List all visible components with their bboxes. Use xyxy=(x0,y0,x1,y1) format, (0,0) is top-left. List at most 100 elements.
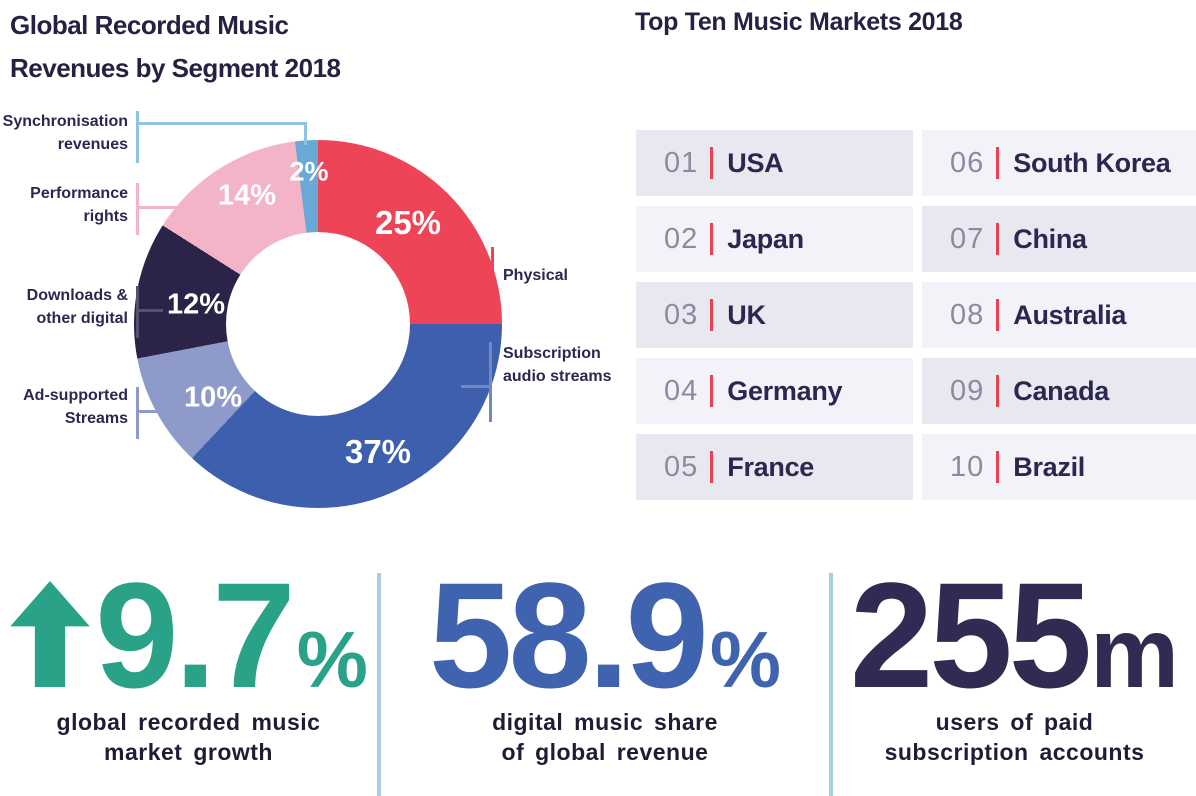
markets-table: 01 USA 02 Japan 03 UK 04 Germany 05 Fran… xyxy=(636,130,1196,500)
market-row-australia: 08 Australia xyxy=(922,282,1196,348)
segment-label-synchronisation: Synchronisation revenues xyxy=(0,110,128,156)
market-row-germany: 04 Germany xyxy=(636,358,913,424)
segment-label-adsupported-line2: Streams xyxy=(64,410,128,428)
market-rank: 06 xyxy=(950,146,985,179)
pct-label-performance: 14% xyxy=(217,179,277,212)
segment-label-performance: Performance rights xyxy=(0,182,128,228)
market-rank: 01 xyxy=(664,146,699,179)
segment-label-sync-line2: revenues xyxy=(57,136,128,154)
chart-title-line2: Revenues by Segment 2018 xyxy=(10,52,341,83)
market-country: UK xyxy=(727,299,766,330)
stats-divider-2 xyxy=(829,573,833,796)
market-country: USA xyxy=(727,147,784,178)
leader-subscription-tick xyxy=(489,342,492,422)
market-country: Germany xyxy=(727,375,843,406)
market-rank: 10 xyxy=(950,450,985,483)
rank-divider xyxy=(996,299,1000,331)
pct-label-adsupported: 10% xyxy=(183,381,243,414)
leader-performance-line xyxy=(136,206,187,209)
market-country: Canada xyxy=(1013,375,1109,406)
stat-caption: global recorded music market growth xyxy=(57,707,321,768)
chart-title: Global Recorded Music Revenues by Segmen… xyxy=(10,4,341,90)
stat-digital-share: 58.9 % digital music share of global rev… xyxy=(381,551,829,768)
stat-unit: % xyxy=(709,615,782,704)
rank-divider xyxy=(710,375,714,407)
stat-number: 255 m xyxy=(849,551,1179,719)
up-arrow-icon xyxy=(10,581,90,687)
market-country: Australia xyxy=(1013,299,1127,330)
segment-label-sync-line1: Synchronisation xyxy=(2,113,128,130)
segment-label-performance-line2: rights xyxy=(83,208,128,226)
market-row-france: 05 France xyxy=(636,434,913,500)
segment-label-physical: Physical xyxy=(503,267,568,284)
market-row-uk: 03 UK xyxy=(636,282,913,348)
market-country: France xyxy=(727,451,815,482)
leader-adsupported-tick xyxy=(136,387,139,439)
segment-label-adsupported: Ad-supported Streams xyxy=(0,384,128,430)
segment-label-downloads: Downloads & other digital xyxy=(0,284,128,330)
leader-subscription-line xyxy=(461,385,492,388)
stat-paid-subscriptions: 255 m users of paid subscription account… xyxy=(833,551,1196,768)
leader-physical-line xyxy=(466,273,494,276)
leader-downloads-tick xyxy=(136,286,139,338)
market-row-canada: 09 Canada xyxy=(922,358,1196,424)
leader-sync-drop xyxy=(304,122,307,145)
segment-label-adsupported-line1: Ad-supported xyxy=(23,387,128,404)
market-row-brazil: 10 Brazil xyxy=(922,434,1196,500)
segment-label-subscription-line1: Subscription xyxy=(503,345,601,362)
stat-number: 58.9 % xyxy=(428,551,782,719)
stat-value: 255 xyxy=(849,551,1092,719)
stat-caption: users of paid subscription accounts xyxy=(885,707,1145,768)
rank-divider xyxy=(710,223,714,255)
market-row-china: 07 China xyxy=(922,206,1196,272)
stat-unit: % xyxy=(296,615,368,704)
rank-divider xyxy=(710,451,714,483)
segment-label-subscription-line2: audio streams xyxy=(503,368,612,386)
pct-label-physical: 25% xyxy=(374,204,442,241)
segment-label-subscription: Subscription audio streams xyxy=(503,342,611,388)
market-country: China xyxy=(1013,223,1087,254)
rank-divider xyxy=(996,223,1000,255)
segment-label-downloads-line1: Downloads & xyxy=(26,287,128,304)
market-rank: 08 xyxy=(950,298,985,331)
rank-divider xyxy=(710,299,714,331)
leader-sync-line xyxy=(136,122,307,125)
market-country: Brazil xyxy=(1013,451,1085,482)
market-rank: 05 xyxy=(664,450,699,483)
markets-title: Top Ten Music Markets 2018 xyxy=(635,8,963,36)
rank-divider xyxy=(996,147,1000,179)
market-rank: 04 xyxy=(664,374,699,407)
market-row-usa: 01 USA xyxy=(636,130,913,196)
rank-divider xyxy=(710,147,714,179)
stat-market-growth: 9.7 % global recorded music market growt… xyxy=(0,551,377,768)
market-rank: 03 xyxy=(664,298,699,331)
stat-caption: digital music share of global revenue xyxy=(492,707,718,768)
stat-caption-line2: of global revenue xyxy=(501,739,709,766)
stat-caption-line2: subscription accounts xyxy=(884,739,1145,766)
leader-performance-tick xyxy=(136,183,139,235)
stat-caption-line1: digital music share xyxy=(492,709,718,735)
stat-caption-line1: global recorded music xyxy=(56,709,321,735)
stat-value: 9.7 xyxy=(95,551,296,719)
leader-downloads-line xyxy=(136,309,163,312)
rank-divider xyxy=(996,375,1000,407)
rank-divider xyxy=(996,451,1000,483)
leader-adsupported-line xyxy=(136,410,179,413)
pct-label-downloads: 12% xyxy=(166,288,226,321)
donut-hole xyxy=(226,232,410,416)
pct-label-sync: 2% xyxy=(289,156,329,187)
market-country: Japan xyxy=(727,223,804,254)
leader-sync-tick xyxy=(136,111,139,163)
stat-value: 58.9 xyxy=(428,551,709,719)
leader-physical-tick xyxy=(491,247,494,303)
market-rank: 02 xyxy=(664,222,699,255)
stat-caption-line2: market growth xyxy=(104,739,273,766)
market-rank: 07 xyxy=(950,222,985,255)
stats-divider-1 xyxy=(377,573,381,796)
market-country: South Korea xyxy=(1013,147,1171,178)
chart-title-line1: Global Recorded Music xyxy=(10,10,289,40)
stat-caption-line1: users of paid xyxy=(935,709,1094,735)
segment-label-downloads-line2: other digital xyxy=(36,310,128,328)
market-row-southkorea: 06 South Korea xyxy=(922,130,1196,196)
pct-label-subscription: 37% xyxy=(344,433,412,470)
